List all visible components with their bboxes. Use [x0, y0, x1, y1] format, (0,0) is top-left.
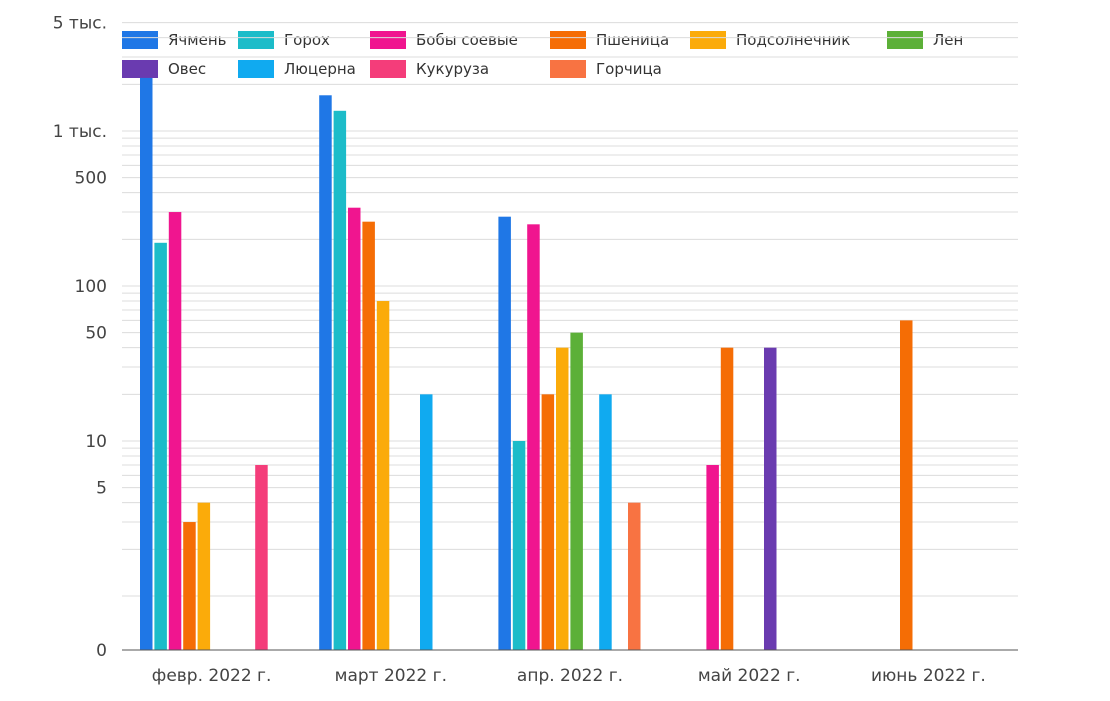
legend-item[interactable]: Лен [887, 31, 963, 49]
legend-swatch [238, 60, 274, 78]
bars [140, 77, 913, 651]
legend-swatch [550, 60, 586, 78]
legend-label: Овес [168, 60, 207, 78]
legend-label: Горчица [596, 60, 662, 78]
y-tick-label: 5 [96, 479, 107, 499]
legend-item[interactable]: Овес [122, 60, 206, 78]
legend-swatch [690, 31, 726, 49]
bar [720, 347, 734, 650]
y-tick-label: 1 тыс. [53, 122, 107, 142]
y-tick-label: 500 [75, 169, 107, 189]
bar [900, 320, 913, 650]
bar [599, 394, 612, 650]
legend-item[interactable]: Подсолнечник [690, 31, 850, 49]
legend-item[interactable]: Кукуруза [370, 60, 489, 78]
legend-swatch [122, 60, 158, 78]
bar [764, 347, 777, 650]
bar [255, 465, 268, 650]
y-tick-label: 0 [96, 641, 107, 661]
legend-label: Горох [284, 31, 330, 49]
bar [706, 465, 719, 650]
legend-swatch [370, 60, 406, 78]
legend-swatch [550, 31, 586, 49]
gridlines [122, 22, 1018, 597]
legend-item[interactable]: Люцерна [238, 60, 356, 78]
legend-item[interactable]: Пшеница [550, 31, 669, 49]
bar [541, 394, 555, 650]
bar [319, 95, 332, 651]
bar [556, 347, 569, 650]
legend-label: Бобы соевые [416, 31, 518, 49]
y-tick-label: 50 [85, 324, 107, 344]
bar [183, 522, 196, 650]
y-tick-label: 5 тыс. [53, 14, 107, 34]
bar [498, 216, 511, 651]
legend-label: Люцерна [284, 60, 356, 78]
x-tick-label: апр. 2022 г. [517, 666, 623, 686]
legend-swatch [370, 31, 406, 49]
legend-label: Подсолнечник [736, 31, 851, 49]
bar [420, 394, 433, 650]
legend-swatch [238, 31, 274, 49]
bar [197, 502, 211, 650]
legend-label: Пшеница [596, 31, 670, 49]
bar [140, 77, 153, 650]
legend-label: Лен [933, 31, 964, 49]
x-tick-label: май 2022 г. [698, 666, 801, 686]
x-axis-ticks: февр. 2022 г. март 2022 г. апр. 2022 г. май… [152, 666, 986, 686]
legend-label: Кукуруза [416, 60, 490, 78]
legend-item[interactable]: Бобы соевые [370, 31, 518, 49]
legend-item[interactable]: Горчица [550, 60, 662, 78]
bar [628, 502, 641, 650]
legend-label: Ячмень [168, 31, 227, 49]
bar [570, 332, 583, 650]
legend-swatch [122, 31, 158, 49]
legend-item[interactable]: Горох [238, 31, 330, 49]
y-tick-label: 100 [75, 277, 107, 297]
bar [168, 212, 182, 650]
y-tick-label: 10 [85, 432, 107, 452]
bar [154, 242, 167, 650]
bar [348, 207, 361, 650]
bar [527, 224, 540, 650]
legend-swatch [887, 31, 923, 49]
x-tick-label: февр. 2022 г. [152, 666, 272, 686]
bar [512, 441, 526, 650]
bar [376, 301, 390, 650]
legend-item[interactable]: Ячмень [122, 31, 226, 49]
x-tick-label: июнь 2022 г. [871, 666, 986, 686]
bar [362, 221, 375, 650]
x-tick-label: март 2022 г. [335, 666, 447, 686]
bar [333, 110, 347, 650]
